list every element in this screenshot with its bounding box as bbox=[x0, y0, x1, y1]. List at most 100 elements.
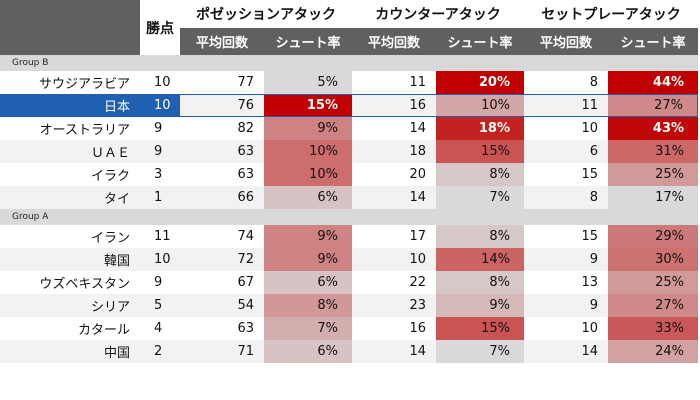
counter-rate-cell: 8% bbox=[436, 163, 525, 186]
counter-rate-cell: 14% bbox=[436, 248, 525, 271]
counter-rate-cell: 8% bbox=[436, 271, 525, 294]
possession-avg-cell: 67 bbox=[237, 275, 254, 290]
setpiece-avg-cell: 6 bbox=[524, 140, 609, 163]
points-cell: 9 bbox=[140, 140, 180, 163]
counter-avg-cell: 14 bbox=[409, 121, 426, 136]
setpiece-rate-cell: 27% bbox=[608, 294, 699, 317]
team-name-cell: 中国 bbox=[0, 340, 140, 363]
counter-avg-header: 平均回数 bbox=[352, 28, 436, 55]
setpiece-avg-cell: 9 bbox=[524, 294, 609, 317]
team-name-cell: オーストラリア bbox=[39, 123, 130, 138]
table-row[interactable]: カタール 4 63 7% 16 15% 10 33% bbox=[0, 317, 699, 340]
counter-rate-header: シュート率 bbox=[436, 28, 525, 55]
setpiece-rate-cell: 33% bbox=[608, 317, 699, 340]
possession-rate-cell: 6% bbox=[264, 271, 352, 294]
setpiece-avg-header: 平均回数 bbox=[524, 28, 609, 55]
possession-rate-header: シュート率 bbox=[264, 28, 352, 55]
shot-stats-table: 勝点 ポゼッションアタック カウンターアタック セットプレーアタック 平均回数 … bbox=[0, 0, 699, 363]
counter-avg-cell: 18 bbox=[352, 140, 436, 163]
points-cell: 9 bbox=[154, 275, 163, 290]
counter-avg-cell: 11 bbox=[409, 75, 426, 90]
points-cell: 3 bbox=[154, 167, 163, 182]
points-header: 勝点 bbox=[140, 0, 180, 55]
table-row[interactable]: ウズベキスタン 9 67 6% 22 8% 13 25% bbox=[0, 271, 699, 294]
counter-avg-cell: 14 bbox=[352, 340, 436, 363]
possession-avg-cell: 74 bbox=[237, 229, 254, 244]
counter-rate-cell: 20% bbox=[436, 71, 525, 94]
setpiece-avg-cell: 10 bbox=[581, 321, 599, 336]
setpiece-rate-cell: 24% bbox=[608, 340, 699, 363]
possession-avg-cell: 72 bbox=[180, 248, 264, 271]
counter-attack-header: カウンターアタック bbox=[352, 0, 525, 28]
table-row[interactable]: イラク 3 63 10% 20 8% 15 25% bbox=[0, 163, 699, 186]
setpiece-rate-cell: 27% bbox=[608, 94, 699, 117]
counter-rate-cell: 7% bbox=[436, 186, 525, 209]
team-name-cell: 日本 bbox=[0, 94, 140, 117]
setpiece-rate-cell: 17% bbox=[608, 186, 699, 209]
setpiece-rate-cell: 31% bbox=[608, 140, 699, 163]
setpiece-rate-cell: 30% bbox=[608, 248, 699, 271]
possession-rate-cell: 9% bbox=[264, 117, 352, 140]
group-header-row: Group B bbox=[0, 55, 699, 71]
team-name-cell: ウズベキスタン bbox=[39, 277, 130, 292]
counter-avg-cell: 16 bbox=[352, 94, 436, 117]
possession-avg-cell: 54 bbox=[180, 294, 264, 317]
possession-avg-header: 平均回数 bbox=[180, 28, 264, 55]
points-cell: 10 bbox=[140, 248, 180, 271]
table-row[interactable]: 中国 2 71 6% 14 7% 14 24% bbox=[0, 340, 699, 363]
possession-rate-cell: 5% bbox=[264, 71, 352, 94]
possession-rate-cell: 9% bbox=[264, 225, 352, 248]
possession-rate-cell: 10% bbox=[264, 163, 352, 186]
setpiece-rate-cell: 44% bbox=[608, 71, 699, 94]
setpiece-rate-cell: 25% bbox=[608, 271, 699, 294]
possession-rate-cell: 6% bbox=[264, 340, 352, 363]
setpiece-avg-cell: 8 bbox=[589, 75, 599, 90]
counter-rate-cell: 18% bbox=[436, 117, 525, 140]
possession-avg-cell: 77 bbox=[237, 75, 254, 90]
team-name-cell: 韓国 bbox=[0, 248, 140, 271]
setpiece-avg-cell: 10 bbox=[581, 121, 599, 136]
setpiece-avg-cell: 9 bbox=[524, 248, 609, 271]
table-row[interactable]: タイ 1 66 6% 14 7% 8 17% bbox=[0, 186, 699, 209]
setpiece-avg-cell: 11 bbox=[524, 94, 609, 117]
counter-avg-cell: 20 bbox=[409, 167, 426, 182]
table-row[interactable]: シリア 5 54 8% 23 9% 9 27% bbox=[0, 294, 699, 317]
counter-rate-cell: 15% bbox=[436, 140, 525, 163]
counter-rate-cell: 7% bbox=[436, 340, 525, 363]
points-cell: 10 bbox=[140, 94, 180, 117]
possession-rate-cell: 10% bbox=[264, 140, 352, 163]
points-cell: 1 bbox=[140, 186, 180, 209]
points-cell: 2 bbox=[140, 340, 180, 363]
counter-avg-cell: 22 bbox=[409, 275, 426, 290]
counter-rate-cell: 15% bbox=[436, 317, 525, 340]
team-name-cell: イラク bbox=[90, 169, 130, 184]
possession-rate-cell: 7% bbox=[264, 317, 352, 340]
table-row[interactable]: イラン 11 74 9% 17 8% 15 29% bbox=[0, 225, 699, 248]
setpiece-rate-cell: 43% bbox=[608, 117, 699, 140]
counter-rate-cell: 8% bbox=[436, 225, 525, 248]
group-label: Group B bbox=[0, 55, 699, 71]
team-name-cell: ＵＡＥ bbox=[0, 140, 140, 163]
setpiece-rate-cell: 25% bbox=[608, 163, 699, 186]
counter-avg-cell: 14 bbox=[352, 186, 436, 209]
counter-avg-cell: 10 bbox=[352, 248, 436, 271]
possession-avg-cell: 63 bbox=[180, 140, 264, 163]
counter-avg-cell: 16 bbox=[409, 321, 426, 336]
setpiece-avg-cell: 15 bbox=[581, 167, 599, 182]
group-header-row: Group A bbox=[0, 209, 699, 225]
counter-rate-cell: 10% bbox=[436, 94, 525, 117]
table-row[interactable]: サウジアラビア 10 77 5% 11 20% 8 44% bbox=[0, 71, 699, 94]
table-row[interactable]: オーストラリア 9 82 9% 14 18% 10 43% bbox=[0, 117, 699, 140]
table-row[interactable]: ＵＡＥ 9 63 10% 18 15% 6 31% bbox=[0, 140, 699, 163]
possession-avg-cell: 82 bbox=[237, 121, 254, 136]
points-cell: 9 bbox=[154, 121, 163, 136]
possession-avg-cell: 63 bbox=[237, 167, 254, 182]
points-cell: 11 bbox=[154, 229, 171, 244]
group-label: Group A bbox=[0, 209, 699, 225]
setpiece-avg-cell: 8 bbox=[524, 186, 609, 209]
set-piece-attack-header: セットプレーアタック bbox=[524, 0, 699, 28]
table-row[interactable]: 韓国 10 72 9% 10 14% 9 30% bbox=[0, 248, 699, 271]
setpiece-rate-cell: 29% bbox=[608, 225, 699, 248]
table-row[interactable]: 日本 10 76 15% 16 10% 11 27% bbox=[0, 94, 699, 117]
